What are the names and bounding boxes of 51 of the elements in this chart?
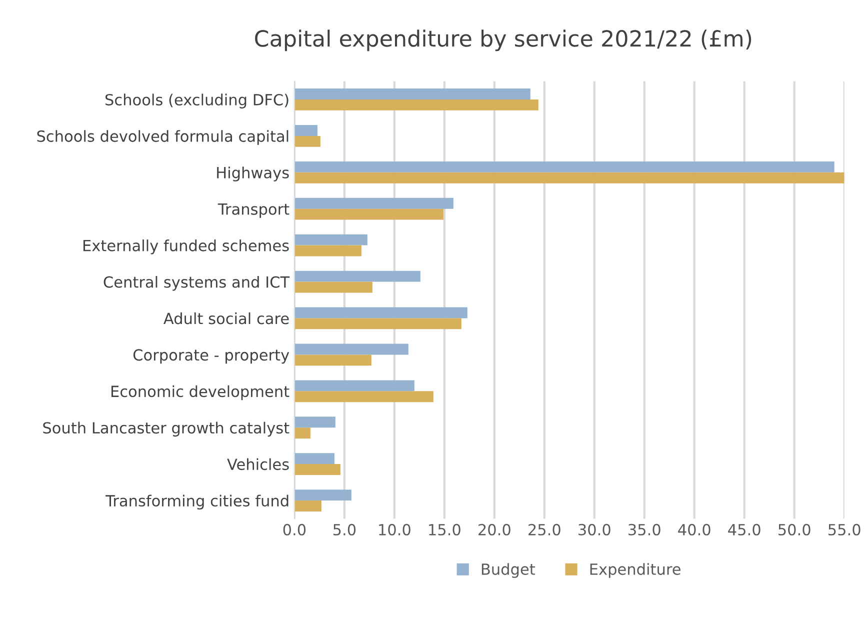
y-tick-label: Schools (excluding DFC) bbox=[105, 94, 288, 108]
x-tick-label: 15.0 bbox=[429, 524, 460, 536]
bar bbox=[294, 307, 468, 318]
bar bbox=[294, 490, 352, 501]
y-tick-label: Adult social care bbox=[164, 312, 289, 324]
x-tick-label: 0.0 bbox=[283, 524, 306, 536]
bar bbox=[294, 318, 462, 330]
bar bbox=[294, 136, 320, 147]
bar bbox=[294, 282, 372, 293]
y-tick-label: Economic development bbox=[111, 385, 290, 400]
bar bbox=[294, 391, 434, 402]
y-tick-label: Central systems and ICT bbox=[104, 276, 290, 291]
bar bbox=[294, 245, 362, 256]
x-tick-label: 45.0 bbox=[728, 524, 760, 536]
bar bbox=[294, 453, 334, 464]
bar bbox=[294, 270, 420, 282]
y-tick-label: Vehicles bbox=[227, 458, 289, 470]
bar bbox=[294, 464, 340, 475]
bar bbox=[294, 416, 336, 428]
legend-label: Budget bbox=[482, 563, 536, 578]
x-tick-label: 55.0 bbox=[828, 524, 860, 536]
bar bbox=[294, 88, 530, 100]
bar bbox=[294, 99, 538, 110]
x-tick-label: 40.0 bbox=[678, 524, 710, 536]
bar bbox=[294, 161, 834, 172]
y-tick-label: Highways bbox=[217, 166, 289, 182]
y-tick-label: Externally funded schemes bbox=[83, 240, 289, 254]
y-tick-label: Corporate - property bbox=[133, 349, 290, 364]
y-tick-label: South Lancaster growth catalyst bbox=[43, 422, 290, 437]
bar bbox=[294, 234, 368, 246]
x-tick-label: 20.0 bbox=[478, 524, 510, 536]
y-tick-label: Schools devolved formula capital bbox=[37, 130, 288, 145]
x-tick-label: 35.0 bbox=[628, 524, 660, 536]
y-tick-label: Transforming cities fund bbox=[106, 494, 288, 510]
bar bbox=[294, 208, 444, 220]
x-tick-label: 10.0 bbox=[379, 524, 410, 536]
x-tick-label: 25.0 bbox=[528, 524, 560, 536]
bar bbox=[294, 125, 318, 136]
bar bbox=[294, 344, 408, 355]
bar bbox=[294, 428, 310, 439]
x-tick-label: 30.0 bbox=[578, 524, 610, 536]
bar bbox=[294, 198, 454, 209]
chart-title: Capital expenditure by service 2021/22 (£m) bbox=[255, 30, 752, 52]
y-tick-label: Transport bbox=[218, 204, 290, 218]
legend-label: Expenditure bbox=[590, 563, 680, 578]
bar bbox=[294, 354, 372, 366]
bar bbox=[294, 380, 414, 392]
bar bbox=[294, 172, 844, 184]
bar bbox=[294, 500, 322, 512]
x-tick-label: 50.0 bbox=[778, 524, 810, 536]
x-tick-label: 5.0 bbox=[333, 524, 356, 536]
